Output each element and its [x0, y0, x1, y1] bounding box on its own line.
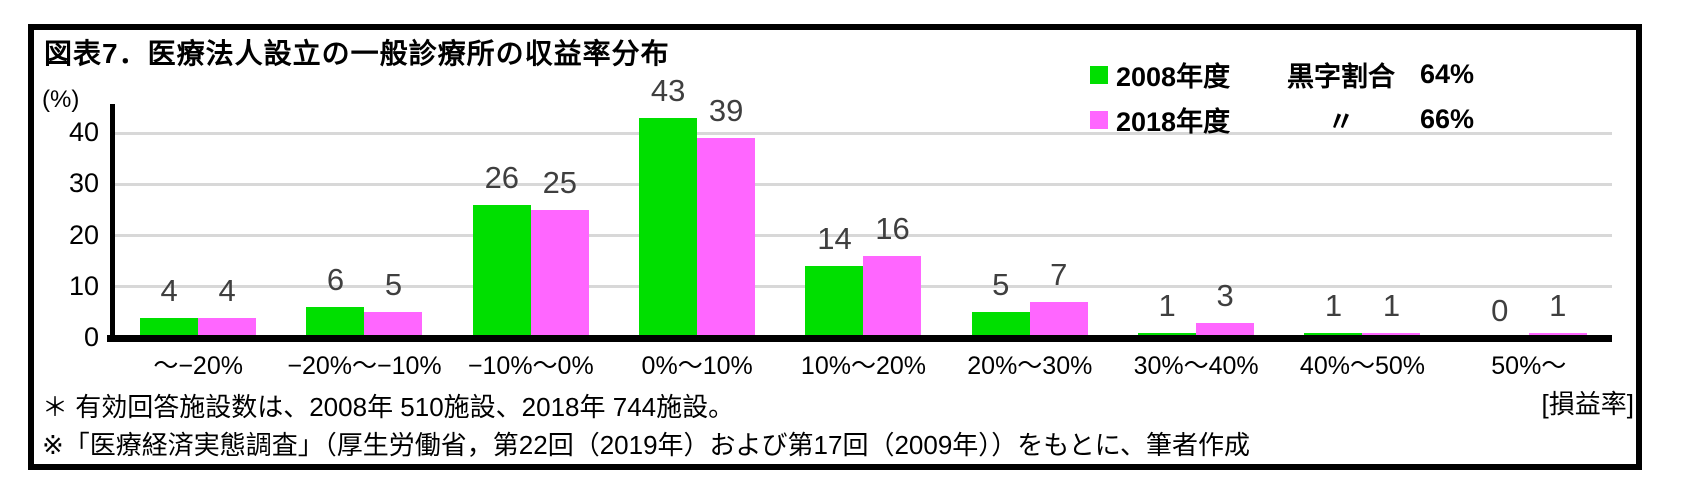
y-tick-label: 10 — [68, 270, 99, 301]
bar-group: 4 4 ～−20% — [115, 89, 281, 380]
bar-pair: 43 39 — [639, 75, 756, 338]
bar-value-label: 1 — [1382, 287, 1401, 323]
x-tick-label: 40%～50% — [1299, 352, 1425, 380]
y-tick-label: 0 — [83, 322, 99, 352]
x-tick-label: 10%～20% — [800, 352, 927, 380]
bar-value-label: 1 — [1324, 287, 1343, 323]
bar-value-label: 16 — [875, 211, 910, 246]
plot-area: 0 10 20 30 40 4 4 ～−20% 6 5 −20%～−10% 26 25 −10%～0% 43… — [69, 75, 1612, 380]
bar-group: 0 1 50%～ — [1446, 89, 1612, 380]
legend-swatch-2008-icon — [1090, 65, 1108, 84]
footnotes: ＊ 有効回答施設数は、2008年 510施設、2018年 744施設。 ※「医療… — [42, 388, 1250, 464]
bar-column: 4 — [198, 275, 257, 338]
ditto-mark: 〃 — [1327, 107, 1355, 137]
bar — [472, 204, 531, 338]
bar-column: 25 — [530, 167, 589, 338]
x-tick-label: ～−20% — [153, 352, 243, 380]
figure-title: 図表7．医療法人設立の一般診療所の収益率分布 — [44, 38, 670, 69]
x-tick-label: 30%～40% — [1133, 352, 1259, 380]
legend-row-2008: 2008年度 黒字割合 64% — [1090, 52, 1500, 97]
y-tick-label: 30 — [68, 168, 99, 199]
y-axis-line — [110, 104, 115, 341]
bar-column: 5 — [971, 269, 1030, 338]
bar-column: 16 — [863, 213, 922, 338]
x-axis-line — [107, 335, 1612, 342]
footnote-response-count: ＊ 有効回答施設数は、2008年 510施設、2018年 744施設。 — [42, 392, 735, 422]
bar-value-label: 4 — [218, 272, 236, 308]
bar-pair: 14 16 — [805, 213, 922, 338]
bar-value-label: 3 — [1216, 277, 1234, 313]
bar-column: 4 — [140, 275, 199, 338]
bar-value-label: 39 — [708, 93, 744, 129]
bar — [805, 266, 864, 338]
bar-column: 39 — [697, 95, 756, 338]
bar-column: 43 — [639, 75, 698, 338]
footnote-source: ※「医療経済実態調査」（厚生労働省，第22回（2019年）および第17回（200… — [42, 430, 1251, 460]
bar-value-label: 1 — [1158, 287, 1176, 323]
bar — [1029, 302, 1088, 338]
x-tick-label: 20%～30% — [967, 352, 1093, 380]
x-tick-label: 50%～ — [1491, 352, 1567, 380]
bar-value-label: 1 — [1549, 287, 1567, 323]
bar-value-label: 4 — [160, 272, 178, 308]
y-axis-unit-label: (%) — [42, 86, 80, 113]
legend-row-2018: 2018年度 〃 66% — [1090, 97, 1500, 142]
bar — [140, 317, 199, 338]
surplus-ratio-2018: 66% — [1420, 104, 1475, 134]
bar-value-label: 5 — [384, 267, 403, 303]
bar — [971, 312, 1030, 338]
gridline — [115, 131, 1612, 135]
surplus-ratio-label: 黒字割合 — [1287, 62, 1395, 92]
surplus-ratio-2008: 64% — [1420, 59, 1475, 89]
bar-column: 14 — [805, 223, 864, 338]
bar-value-label: 6 — [326, 262, 345, 298]
bar-value-label: 43 — [650, 72, 686, 108]
gridline — [115, 234, 1612, 237]
bar-value-label: 26 — [484, 159, 520, 195]
bar-column: 3 — [1196, 280, 1255, 338]
bar-group: 26 25 −10%～0% — [448, 89, 614, 380]
bar-group: 5 7 20%～30% — [947, 89, 1113, 380]
bar — [530, 209, 589, 338]
bar-column: 26 — [472, 162, 531, 338]
bar — [306, 307, 365, 338]
bar — [639, 117, 698, 338]
legend-label-2008: 2008年度 — [1116, 62, 1231, 92]
bar-group: 6 5 −20%～−10% — [281, 89, 447, 380]
x-tick-label: −20%～−10% — [287, 352, 442, 380]
gridline — [115, 182, 1612, 186]
bar-column: 5 — [364, 269, 423, 338]
x-tick-label: −10%～0% — [467, 352, 594, 380]
y-tick-label: 40 — [68, 117, 99, 147]
bar — [1196, 322, 1255, 338]
bar-pair: 26 25 — [472, 162, 589, 338]
bar — [364, 312, 423, 338]
legend: 2008年度 黒字割合 64% 2018年度 〃 66% — [1090, 52, 1500, 142]
bar-column: 6 — [306, 264, 365, 338]
legend-label-2018: 2018年度 — [1116, 107, 1231, 137]
bar-value-label: 14 — [817, 221, 852, 257]
bar-group: 43 39 0%～10% — [614, 75, 780, 380]
bar-column: 7 — [1029, 259, 1088, 338]
legend-swatch-2018-icon — [1090, 110, 1108, 129]
bar-value-label: 25 — [542, 164, 578, 200]
bar — [863, 256, 922, 338]
bar — [198, 317, 257, 338]
bar-group: 14 16 10%～20% — [780, 89, 946, 380]
bar — [697, 138, 756, 338]
bar-groups: 4 4 ～−20% 6 5 −20%～−10% 26 25 −10%～0% 43 39 0%～10% 1… — [115, 75, 1612, 380]
x-tick-label: 0%～10% — [641, 352, 753, 380]
bar-value-label: 0 — [1491, 293, 1509, 328]
bar-value-label: 7 — [1050, 257, 1068, 293]
bar-value-label: 5 — [992, 267, 1010, 303]
figure-frame: 図表7．医療法人設立の一般診療所の収益率分布 (%) 2008年度 黒字割合 6… — [28, 24, 1642, 470]
y-tick-label: 20 — [68, 219, 99, 250]
profit-loss-rate-axis-label: [損益率] — [1541, 389, 1634, 419]
